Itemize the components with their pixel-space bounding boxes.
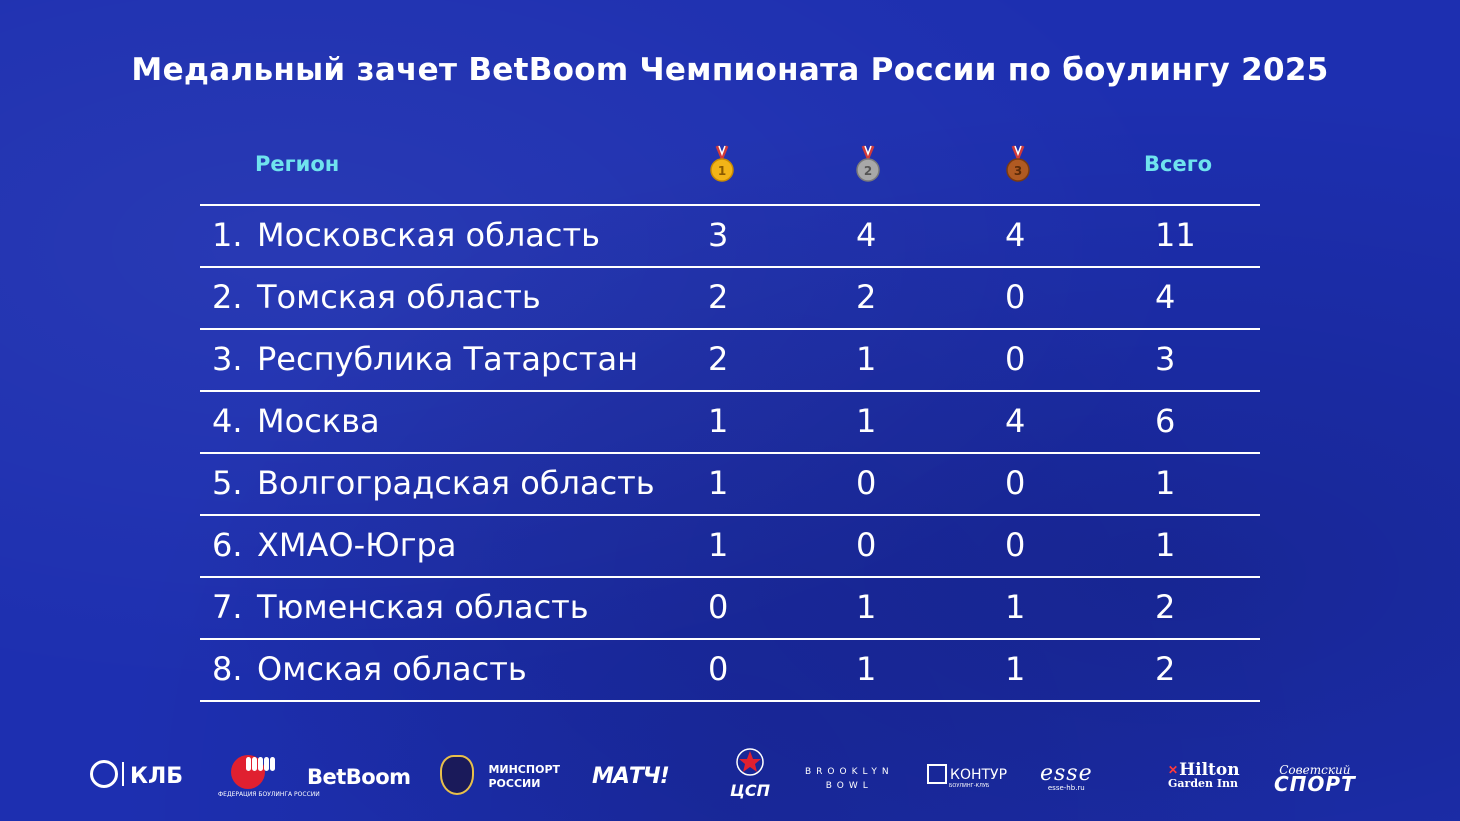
row-bronze-count: 1 bbox=[1005, 650, 1026, 688]
row-silver-count: 0 bbox=[856, 464, 877, 502]
table-header: Регион 1 2 3 Всего bbox=[0, 140, 1460, 188]
row-region-name: ХМАО-Югра bbox=[257, 526, 457, 564]
header-region: Регион bbox=[255, 152, 340, 176]
row-total-count: 2 bbox=[1155, 588, 1176, 626]
row-total-count: 1 bbox=[1155, 526, 1176, 564]
row-region-name: Москва bbox=[257, 402, 380, 440]
table-row: 6. ХМАО-Югра 1 0 0 1 bbox=[200, 514, 1260, 576]
row-region-name: Омская область bbox=[257, 650, 527, 688]
bowling-federation-logo: ФЕДЕРАЦИЯ БОУЛИНГА РОССИИ bbox=[218, 749, 320, 798]
table-row: 5. Волгоградская область 1 0 0 1 bbox=[200, 452, 1260, 514]
row-silver-count: 1 bbox=[856, 340, 877, 378]
row-bronze-count: 1 bbox=[1005, 588, 1026, 626]
table-row: 8. Омская область 0 1 1 2 bbox=[200, 638, 1260, 702]
bronze-medal-number: 3 bbox=[1014, 164, 1022, 178]
kontur-logo: КОНТУР БОУЛИНГ-КЛУБ bbox=[927, 764, 1007, 789]
row-total-count: 11 bbox=[1155, 216, 1196, 254]
table-row: 1. Московская область 3 4 4 11 bbox=[200, 204, 1260, 266]
row-bronze-count: 4 bbox=[1005, 216, 1026, 254]
row-rank: 8. bbox=[212, 650, 243, 688]
row-bronze-count: 0 bbox=[1005, 526, 1026, 564]
row-gold-count: 2 bbox=[708, 278, 729, 316]
row-rank: 7. bbox=[212, 588, 243, 626]
row-bronze-count: 4 bbox=[1005, 402, 1026, 440]
row-silver-count: 1 bbox=[856, 402, 877, 440]
row-rank: 5. bbox=[212, 464, 243, 502]
row-bronze-count: 0 bbox=[1005, 278, 1026, 316]
silver-medal-number: 2 bbox=[864, 164, 872, 178]
klb-logo: КЛБ bbox=[90, 760, 183, 791]
row-region-name: Тюменская область bbox=[257, 588, 589, 626]
row-region-name: Московская область bbox=[257, 216, 600, 254]
row-region-name: Республика Татарстан bbox=[257, 340, 639, 378]
csp-star-icon bbox=[736, 748, 764, 776]
row-rank: 2. bbox=[212, 278, 243, 316]
row-region-name: Томская область bbox=[257, 278, 541, 316]
row-gold-count: 0 bbox=[708, 650, 729, 688]
gold-medal-number: 1 bbox=[718, 164, 726, 178]
row-rank: 6. bbox=[212, 526, 243, 564]
bronze-medal-icon: 3 bbox=[1006, 145, 1030, 182]
esse-logo: esse esse-hb.ru bbox=[1040, 761, 1093, 792]
csp-logo: ЦСП bbox=[728, 747, 772, 800]
row-total-count: 2 bbox=[1155, 650, 1176, 688]
coat-of-arms-icon bbox=[440, 755, 474, 795]
bowling-ball-icon bbox=[231, 755, 275, 789]
row-bronze-count: 0 bbox=[1005, 464, 1026, 502]
row-gold-count: 3 bbox=[708, 216, 729, 254]
betboom-logo: BetBoom bbox=[307, 765, 411, 789]
row-silver-count: 2 bbox=[856, 278, 877, 316]
row-gold-count: 1 bbox=[708, 402, 729, 440]
row-silver-count: 0 bbox=[856, 526, 877, 564]
minsport-logo: МИНСПОРТ РОССИИ bbox=[440, 755, 560, 797]
row-silver-count: 4 bbox=[856, 216, 877, 254]
row-rank: 1. bbox=[212, 216, 243, 254]
row-silver-count: 1 bbox=[856, 588, 877, 626]
row-total-count: 4 bbox=[1155, 278, 1176, 316]
table-row: 2. Томская область 2 2 0 4 bbox=[200, 266, 1260, 328]
header-total: Всего bbox=[1144, 152, 1213, 176]
sponsor-logos: КЛБ ФЕДЕРАЦИЯ БОУЛИНГА РОССИИ BetBoom МИ… bbox=[0, 745, 1460, 811]
klb-circle-icon bbox=[90, 760, 118, 788]
row-gold-count: 2 bbox=[708, 340, 729, 378]
medal-table: 1. Московская область 3 4 4 11 2. Томска… bbox=[200, 204, 1260, 702]
row-gold-count: 1 bbox=[708, 526, 729, 564]
bowling-pins-icon bbox=[243, 757, 279, 771]
table-row: 7. Тюменская область 0 1 1 2 bbox=[200, 576, 1260, 638]
page-title: Медальный зачет BetBoom Чемпионата Росси… bbox=[131, 52, 1329, 88]
row-rank: 4. bbox=[212, 402, 243, 440]
match-tv-logo: МАТЧ! bbox=[592, 764, 670, 789]
gold-medal-icon: 1 bbox=[710, 145, 734, 182]
row-bronze-count: 0 bbox=[1005, 340, 1026, 378]
silver-medal-icon: 2 bbox=[856, 145, 880, 182]
table-row: 3. Республика Татарстан 2 1 0 3 bbox=[200, 328, 1260, 390]
table-row: 4. Москва 1 1 4 6 bbox=[200, 390, 1260, 452]
row-total-count: 3 bbox=[1155, 340, 1176, 378]
row-rank: 3. bbox=[212, 340, 243, 378]
sovetsky-sport-logo: Советский СПОРТ bbox=[1274, 763, 1356, 796]
row-gold-count: 0 bbox=[708, 588, 729, 626]
row-region-name: Волгоградская область bbox=[257, 464, 655, 502]
row-total-count: 6 bbox=[1155, 402, 1176, 440]
kontur-square-icon bbox=[927, 764, 947, 784]
row-total-count: 1 bbox=[1155, 464, 1176, 502]
hilton-garden-inn-logo: ✕Hilton Garden Inn bbox=[1168, 760, 1240, 791]
row-gold-count: 1 bbox=[708, 464, 729, 502]
row-silver-count: 1 bbox=[856, 650, 877, 688]
brooklyn-bowl-logo: BROOKLYN BOWL bbox=[805, 767, 894, 791]
hilton-mark-icon: ✕ bbox=[1168, 763, 1179, 777]
